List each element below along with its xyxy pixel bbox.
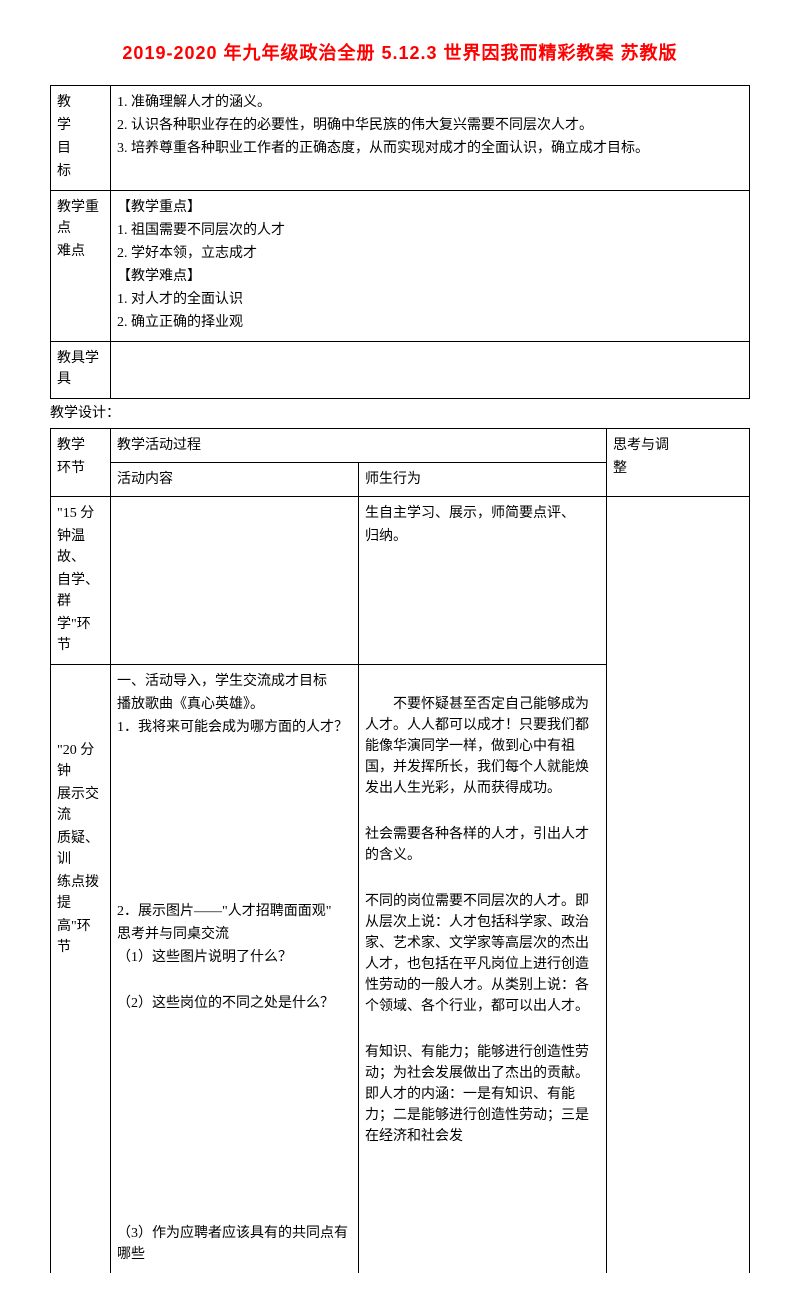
table-row: 教具学具 [51,342,750,399]
row-label-keypoints: 教学重点 难点 [51,191,111,342]
label-line: 学"环节 [57,614,104,656]
body-line: 归纳。 [365,526,600,547]
body-line: （2）这些岗位的不同之处是什么？ [117,993,352,1014]
label-line: 练点拨提 [57,872,104,914]
body-line: 生自主学习、展示，师简要点评、 [365,503,600,524]
row-label-tools: 教具学具 [51,342,111,399]
hdr-teacher-student: 师生行为 [359,463,607,497]
label-line: 难点 [57,241,104,262]
body-line: 不同的岗位需要不同层次的人才。即从层次上说：人才包括科学家、政治家、艺术家、文学… [365,891,600,1017]
table-row: 教 学 目 标 1. 准确理解人才的涵义。 2. 认识各种职业存在的必要性，明确… [51,86,750,191]
hdr-phase: 教学 环节 [51,429,111,497]
cell-phase2-activity: 一、活动导入，学生交流成才目标 播放歌曲《真心英雄》。 1．我将来可能会成为哪方… [111,665,359,1274]
body-line: 一、活动导入，学生交流成才目标 [117,671,352,692]
cell-phase1-activity [111,497,359,665]
label-line: 教 [57,92,104,113]
label-line: 展示交流 [57,784,104,826]
body-line: 播放歌曲《真心英雄》。 [117,694,352,715]
body-line: 思考并与同桌交流 [117,924,352,945]
body-line: 1．我将来可能会成为哪方面的人才？ [117,717,352,738]
label-line: 教学重点 [57,197,104,239]
cell-phase1-behavior: 生自主学习、展示，师简要点评、 归纳。 [359,497,607,665]
hdr-reflection: 思考与调 整 [607,429,750,497]
label-line: 自学、群 [57,570,104,612]
label-line: 高"环节 [57,916,104,958]
body-line: 1. 准确理解人才的涵义。 [117,92,743,113]
cell-phase2-behavior: 不要怀疑甚至否定自己能够成为人才。人人都可以成才！只要我们都能像华演同学一样，做… [359,665,607,1274]
body-line: 【教学重点】 [117,197,743,218]
cell-tools-content [111,342,750,399]
hdr-activity-process: 教学活动过程 [111,429,607,463]
label-line: 教具学具 [57,348,104,390]
body-line: 不要怀疑甚至否定自己能够成为人才。人人都可以成才！只要我们都能像华演同学一样，做… [365,694,600,799]
label-line: "15 分 [57,503,104,524]
label-line: 质疑、训 [57,828,104,870]
label-line: "20 分钟 [57,740,104,782]
objectives-table: 教 学 目 标 1. 准确理解人才的涵义。 2. 认识各种职业存在的必要性，明确… [50,85,750,399]
body-line: 2．展示图片——"人才招聘面面观" [117,901,352,922]
body-line: 2. 认识各种职业存在的必要性，明确中华民族的伟大复兴需要不同层次人才。 [117,115,743,136]
body-line: 3. 培养尊重各种职业工作者的正确态度，从而实现对成才的全面认识，确立成才目标。 [117,138,743,159]
label-line: 学 [57,115,104,136]
table-row: "15 分 钟温故、 自学、群 学"环节 生自主学习、展示，师简要点评、 归纳。 [51,497,750,665]
page-title: 2019-2020 年九年级政治全册 5.12.3 世界因我而精彩教案 苏教版 [50,40,750,67]
table-row: 教学重点 难点 【教学重点】 1. 祖国需要不同层次的人才 2. 学好本领，立志… [51,191,750,342]
row-label-phase1: "15 分 钟温故、 自学、群 学"环节 [51,497,111,665]
row-label-objectives: 教 学 目 标 [51,86,111,191]
label-line: 标 [57,161,104,182]
body-line: 2. 学好本领，立志成才 [117,243,743,264]
body-line: 社会需要各种各样的人才，引出人才的含义。 [365,824,600,866]
label-line: 目 [57,138,104,159]
design-table: 教学 环节 教学活动过程 思考与调 整 活动内容 师生行为 "15 分 钟温故、… [50,428,750,1273]
label-line: 环节 [57,458,104,479]
body-line: （1）这些图片说明了什么？ [117,947,352,968]
label-line: 整 [613,458,743,479]
section-label-design: 教学设计： [50,403,750,424]
body-line: （3）作为应聘者应该具有的共同点有哪些 [117,1223,352,1265]
label-line: 思考与调 [613,435,743,456]
body-line: 【教学难点】 [117,266,743,287]
cell-objectives-content: 1. 准确理解人才的涵义。 2. 认识各种职业存在的必要性，明确中华民族的伟大复… [111,86,750,191]
body-line: 1. 对人才的全面认识 [117,289,743,310]
body-line: 有知识、有能力；能够进行创造性劳动；为社会发展做出了杰出的贡献。即人才的内涵：一… [365,1042,600,1147]
hdr-activity-content: 活动内容 [111,463,359,497]
body-line: 2. 确立正确的择业观 [117,312,743,333]
cell-keypoints-content: 【教学重点】 1. 祖国需要不同层次的人才 2. 学好本领，立志成才 【教学难点… [111,191,750,342]
label-line: 教学 [57,435,104,456]
body-line: 1. 祖国需要不同层次的人才 [117,220,743,241]
row-label-phase2: "20 分钟 展示交流 质疑、训 练点拨提 高"环节 [51,665,111,1274]
label-line: 钟温故、 [57,526,104,568]
table-header-row: 教学 环节 教学活动过程 思考与调 整 [51,429,750,463]
cell-reflection [607,497,750,1274]
